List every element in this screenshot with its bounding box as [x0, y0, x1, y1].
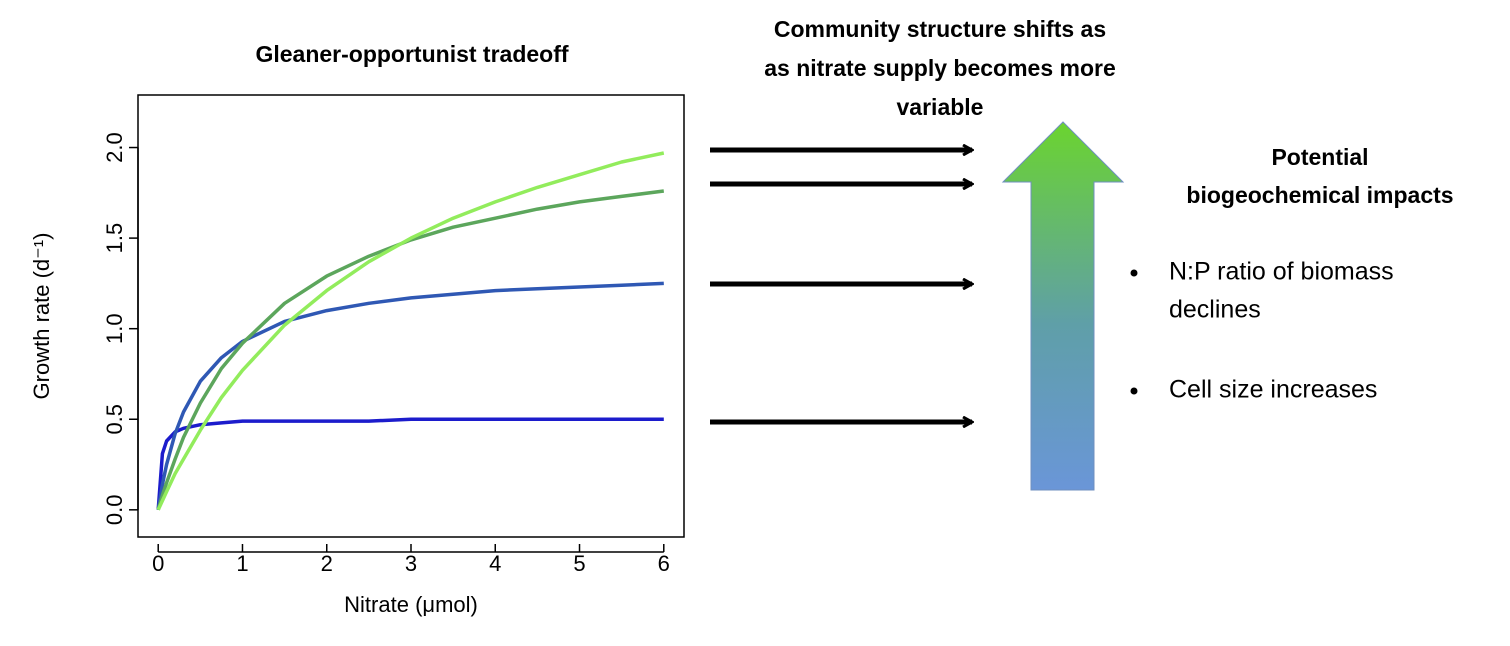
- x-tick-label: 2: [321, 551, 333, 576]
- shift-caption: as nitrate supply becomes more: [764, 55, 1116, 81]
- chart-title: Gleaner-opportunist tradeoff: [255, 41, 568, 67]
- gradient-arrow: [1001, 121, 1125, 491]
- shift-caption: variable: [897, 94, 984, 120]
- y-tick-label: 1.5: [102, 223, 127, 254]
- shift-arrows: [710, 150, 972, 422]
- series-line: [156, 417, 664, 510]
- impacts-title: biogeochemical impacts: [1186, 182, 1453, 208]
- x-tick-label: 0: [152, 551, 164, 576]
- y-tick-label: 1.0: [102, 313, 127, 344]
- bullet-text: declines: [1169, 296, 1261, 324]
- plot-frame: [137, 94, 685, 538]
- bullet: [1130, 269, 1138, 277]
- series-line: [156, 189, 665, 511]
- x-tick-label: 5: [573, 551, 585, 576]
- x-axis-label: Nitrate (μmol): [344, 592, 478, 617]
- bullet-text: Cell size increases: [1169, 376, 1377, 404]
- series-line: [156, 281, 664, 511]
- x-tick-label: 4: [489, 551, 501, 576]
- bullet: [1130, 387, 1138, 395]
- x-tick-label: 6: [658, 551, 670, 576]
- y-tick-label: 0.0: [102, 495, 127, 526]
- x-tick-label: 1: [236, 551, 248, 576]
- impacts-title: Potential: [1271, 144, 1368, 170]
- series-line: [156, 151, 665, 511]
- y-axis-label: Growth rate (d⁻¹): [29, 233, 54, 400]
- bullet-text: N:P ratio of biomass: [1169, 258, 1394, 286]
- y-tick-label: 0.5: [102, 404, 127, 435]
- x-tick-label: 3: [405, 551, 417, 576]
- shift-caption: Community structure shifts as: [774, 16, 1106, 42]
- y-tick-label: 2.0: [102, 132, 127, 163]
